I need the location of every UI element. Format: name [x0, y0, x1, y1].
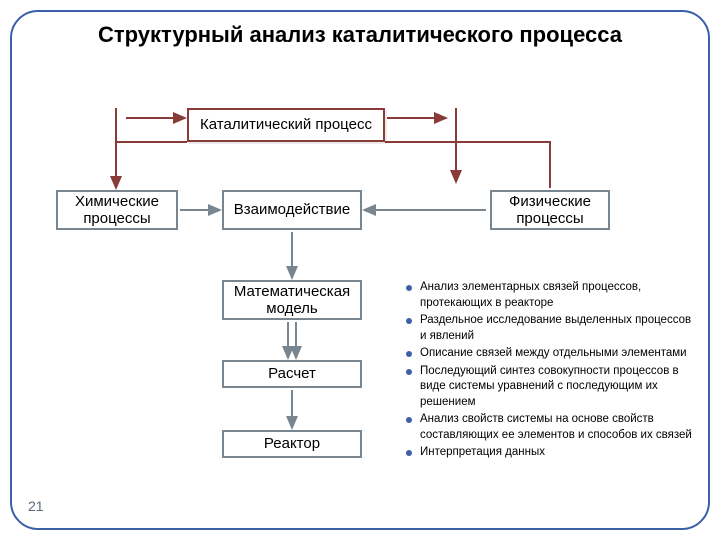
box-chemical-processes: Химические процессы [56, 190, 178, 230]
box-catalytic-process: Каталитический процесс [187, 108, 385, 142]
box-physical-processes: Физические процессы [490, 190, 610, 230]
slide-title: Структурный анализ каталитического проце… [0, 22, 720, 48]
bullet-item: Последующий синтез совокупности процессо… [406, 364, 700, 411]
analysis-bullet-list: Анализ элементарных связей процессов, пр… [406, 280, 700, 463]
bullet-item: Раздельное исследование выделенных проце… [406, 313, 700, 344]
bullet-item: Интерпретация данных [406, 445, 700, 461]
box-interaction: Взаимодействие [222, 190, 362, 230]
bullet-item: Анализ элементарных связей процессов, пр… [406, 280, 700, 311]
box-reactor: Реактор [222, 430, 362, 458]
box-calculation: Расчет [222, 360, 362, 388]
bullet-item: Анализ свойств системы на основе свойств… [406, 412, 700, 443]
box-math-model: Математическая модель [222, 280, 362, 320]
bullet-item: Описание связей между отдельными элемент… [406, 346, 700, 362]
page-number: 21 [28, 498, 44, 514]
